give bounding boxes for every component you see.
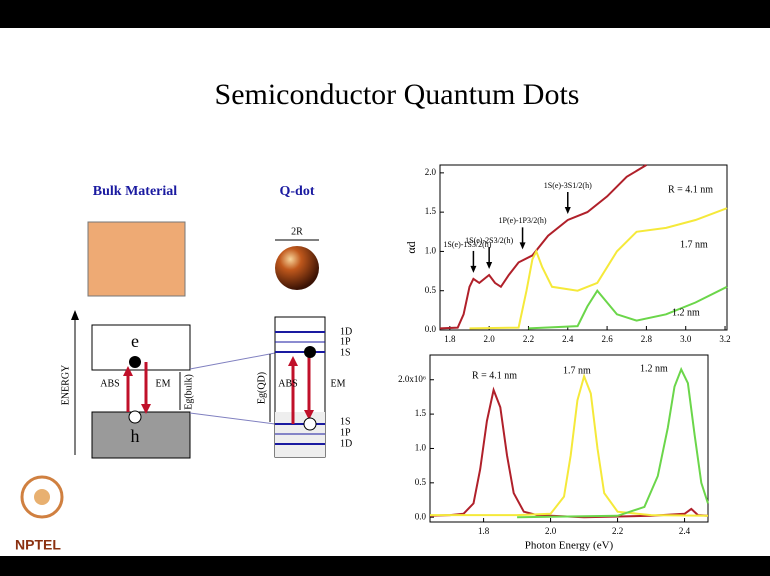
- top-bar: [0, 0, 770, 28]
- x-tick-label: 2.0: [545, 526, 557, 536]
- electron-label: e: [131, 331, 139, 351]
- level-label: 1P: [340, 336, 351, 347]
- x-tick-label: 1.8: [444, 334, 456, 344]
- annotation: 1S(e)-3S1/2(h): [544, 181, 592, 190]
- y-tick-label: 0.5: [415, 477, 427, 487]
- energy-label: ENERGY: [60, 365, 71, 406]
- logo-text: NPTEL: [15, 537, 61, 553]
- hole: [128, 410, 142, 424]
- data-line: [517, 366, 709, 519]
- level-label: 1S: [340, 347, 351, 358]
- data-line: [439, 164, 647, 330]
- x-tick-label: 2.2: [523, 334, 534, 344]
- x-tick-label: 2.4: [679, 526, 691, 536]
- series-label: 1.2 nm: [672, 307, 700, 318]
- arrow-head: [288, 356, 298, 366]
- y-tick-label: 0.0: [415, 511, 427, 521]
- data-line: [469, 207, 728, 330]
- level-label: 1P: [340, 427, 351, 438]
- electron: [304, 346, 316, 358]
- arrow-head: [564, 207, 571, 214]
- series-label: 1.7 nm: [680, 239, 708, 250]
- x-tick-label: 2.0: [484, 334, 496, 344]
- connector: [189, 412, 276, 425]
- x-tick-label: 2.2: [612, 526, 623, 536]
- logo-ring: [20, 475, 64, 519]
- y-tick-label: 1.0: [425, 245, 437, 255]
- bulk-block: [87, 221, 186, 297]
- level-label: 1D: [340, 438, 352, 449]
- x-tick-label: 2.6: [601, 334, 613, 344]
- size-label: 2R: [291, 226, 303, 237]
- y-tick-label: 0.0: [425, 324, 437, 334]
- electron: [129, 356, 141, 368]
- annotation: 1S(e)-2S3/2(h): [465, 236, 513, 245]
- plot-frame: [439, 164, 728, 331]
- gap-label: Eg(QD): [256, 372, 267, 404]
- y-tick-label: 1.5: [425, 206, 437, 216]
- bulk-title: Bulk Material: [93, 184, 177, 199]
- logo-center: [34, 489, 50, 505]
- annotation: 1P(e)-1P3/2(h): [499, 216, 547, 225]
- y-tick-label: 1.0: [415, 443, 427, 453]
- series-label: 1.2 nm: [640, 363, 668, 374]
- x-tick-label: 2.4: [562, 334, 574, 344]
- valence-band: [91, 411, 191, 459]
- qdot-title: Q-dot: [280, 184, 315, 199]
- x-tick-label: 3.2: [719, 334, 730, 344]
- arrow-head: [486, 262, 493, 269]
- quantum-dot: [275, 246, 319, 290]
- bottom-bar: [0, 556, 770, 576]
- arrow-head: [519, 242, 526, 250]
- hole: [303, 417, 317, 431]
- series-label: R = 4.1 nm: [472, 370, 517, 381]
- arrow-head: [141, 404, 151, 414]
- x-axis-label: Photon Energy (eV): [525, 540, 614, 552]
- data-line: [528, 285, 728, 330]
- x-tick-label: 1.8: [478, 526, 490, 536]
- gap-label: Eg(bulk): [183, 374, 194, 410]
- series-label: 1.7 nm: [563, 365, 591, 376]
- arrow-head: [71, 310, 79, 320]
- data-line: [430, 373, 709, 517]
- em-label: EM: [331, 378, 346, 389]
- series-label: R = 4.1 nm: [668, 184, 713, 195]
- em-label: EM: [156, 378, 171, 389]
- abs-label: ABS: [278, 378, 297, 389]
- slide-title: Semiconductor Quantum Dots: [215, 78, 580, 111]
- x-tick-label: 2.8: [641, 334, 653, 344]
- y-axis-label: αd: [404, 241, 418, 253]
- abs-label: ABS: [100, 378, 119, 389]
- level-label: 1D: [340, 326, 352, 337]
- hole-label: h: [131, 426, 140, 446]
- arrow-head: [123, 366, 133, 376]
- charts: 0.0 0.5 1.0 1.5 2.0 1.8 2.0 2.2 2.4 2.6 2.8 3.0 3.2 R…: [398, 164, 731, 552]
- y-tick-label: 0.5: [425, 285, 437, 295]
- level-label: 1S: [340, 416, 351, 427]
- y-tick-label: 2.0x10⁶: [398, 374, 426, 384]
- arrow-head: [470, 265, 477, 273]
- arrow-head: [304, 410, 314, 420]
- conduction-band: [91, 324, 191, 371]
- annotation: 1S(e)-1S3/2(h): [443, 240, 491, 249]
- plot-frame: [429, 354, 709, 523]
- y-tick-label: 1.5: [415, 408, 427, 418]
- x-tick-label: 3.0: [680, 334, 692, 344]
- data-line: [429, 386, 709, 519]
- y-tick-label: 2.0: [425, 167, 437, 177]
- connector: [189, 352, 276, 370]
